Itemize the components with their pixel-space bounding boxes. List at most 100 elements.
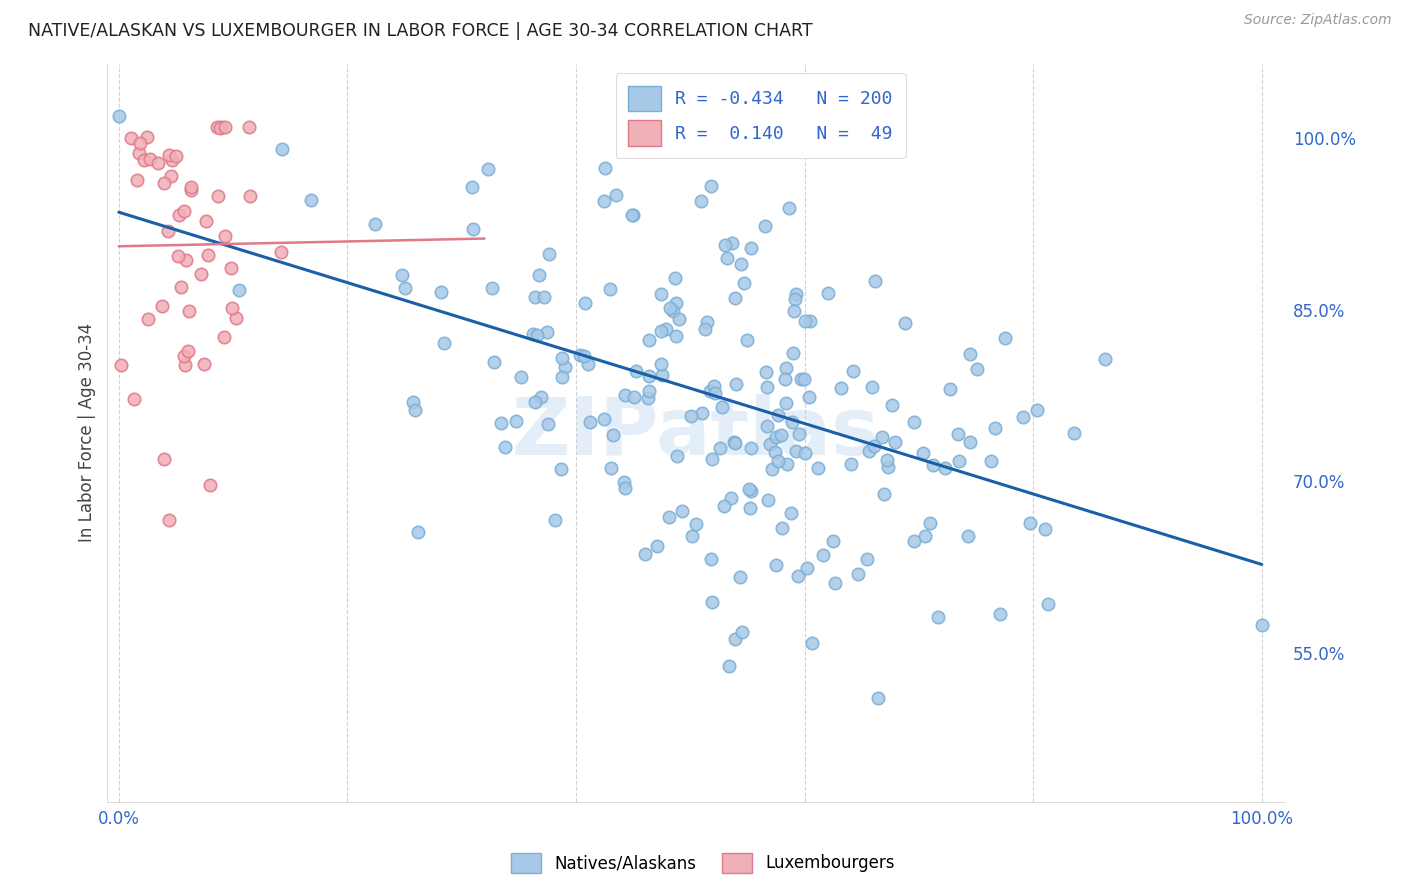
Point <box>948 454 970 468</box>
Point <box>170 279 193 293</box>
Point <box>733 277 755 291</box>
Point <box>180 179 202 194</box>
Point <box>756 380 779 394</box>
Point <box>138 312 160 326</box>
Point <box>724 291 747 305</box>
Point <box>755 365 778 379</box>
Point <box>120 131 142 145</box>
Point <box>740 441 762 455</box>
Point <box>153 452 176 467</box>
Point <box>568 348 591 362</box>
Point <box>538 247 561 261</box>
Point <box>775 395 797 409</box>
Point <box>162 153 184 167</box>
Point <box>720 491 742 506</box>
Point <box>811 548 834 562</box>
Point <box>128 145 150 160</box>
Point <box>740 241 762 255</box>
Text: Source: ZipAtlas.com: Source: ZipAtlas.com <box>1244 13 1392 28</box>
Point <box>554 359 576 374</box>
Point <box>364 218 387 232</box>
Point <box>946 427 969 442</box>
Point <box>794 314 817 328</box>
Point <box>662 303 685 318</box>
Point <box>592 412 614 426</box>
Point <box>1094 351 1116 366</box>
Point <box>647 539 669 553</box>
Point <box>817 285 839 300</box>
Point <box>664 270 686 285</box>
Point <box>914 529 936 543</box>
Point <box>799 314 821 328</box>
Point <box>723 435 745 450</box>
Point <box>461 180 484 194</box>
Point <box>903 534 925 549</box>
Point <box>122 392 145 406</box>
Point <box>299 194 322 208</box>
Point <box>756 492 779 507</box>
Point <box>177 343 200 358</box>
Point <box>793 446 815 460</box>
Point <box>551 351 574 366</box>
Point <box>139 152 162 166</box>
Point <box>494 441 516 455</box>
Point <box>527 268 550 282</box>
Point <box>489 417 512 431</box>
Point <box>780 415 803 429</box>
Point <box>824 576 846 591</box>
Point <box>157 224 180 238</box>
Point <box>209 120 232 134</box>
Point <box>685 517 707 532</box>
Point <box>912 446 935 460</box>
Point <box>484 355 506 369</box>
Point <box>214 229 236 244</box>
Point <box>994 331 1017 345</box>
Point <box>477 161 499 176</box>
Point <box>773 372 796 386</box>
Point <box>221 301 243 316</box>
Point <box>179 304 201 318</box>
Point <box>724 435 747 450</box>
Point <box>738 500 761 515</box>
Point <box>778 201 800 215</box>
Point <box>624 364 647 378</box>
Point <box>785 444 807 458</box>
Legend: Natives/Alaskans, Luxembourgers: Natives/Alaskans, Luxembourgers <box>505 847 901 880</box>
Point <box>651 368 673 382</box>
Point <box>716 251 738 265</box>
Point <box>846 567 869 582</box>
Point <box>959 435 981 450</box>
Point <box>157 512 180 526</box>
Point <box>650 357 672 371</box>
Point <box>894 317 917 331</box>
Point <box>225 310 247 325</box>
Point <box>523 394 546 409</box>
Point <box>738 482 761 496</box>
Point <box>721 235 744 250</box>
Point <box>880 398 903 412</box>
Point <box>505 414 527 428</box>
Point <box>659 301 682 316</box>
Point <box>173 349 195 363</box>
Point <box>714 237 737 252</box>
Point <box>934 461 956 475</box>
Point <box>623 390 645 404</box>
Point <box>863 439 886 453</box>
Point <box>152 177 174 191</box>
Point <box>927 610 949 624</box>
Point <box>481 281 503 295</box>
Point <box>129 136 152 151</box>
Point <box>522 326 544 341</box>
Point <box>574 349 596 363</box>
Point <box>602 428 624 442</box>
Point <box>550 462 572 476</box>
Point <box>463 222 485 236</box>
Point <box>136 130 159 145</box>
Point <box>125 173 148 187</box>
Point <box>173 203 195 218</box>
Point <box>920 516 942 530</box>
Point <box>207 188 229 202</box>
Point <box>873 487 896 501</box>
Point <box>690 194 713 208</box>
Point <box>132 153 155 168</box>
